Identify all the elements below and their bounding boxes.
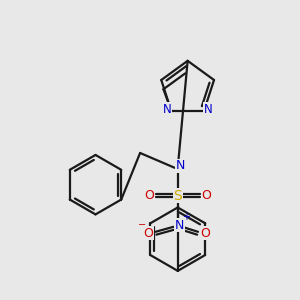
Text: O: O bbox=[144, 189, 154, 202]
Text: N: N bbox=[163, 103, 172, 116]
Text: N: N bbox=[175, 219, 184, 232]
Text: +: + bbox=[182, 212, 190, 222]
Text: S: S bbox=[173, 189, 182, 202]
Text: −: − bbox=[138, 220, 146, 230]
Text: N: N bbox=[176, 159, 185, 172]
Text: O: O bbox=[200, 227, 210, 240]
Text: O: O bbox=[202, 189, 212, 202]
Text: N: N bbox=[203, 103, 212, 116]
Text: O: O bbox=[143, 227, 153, 240]
